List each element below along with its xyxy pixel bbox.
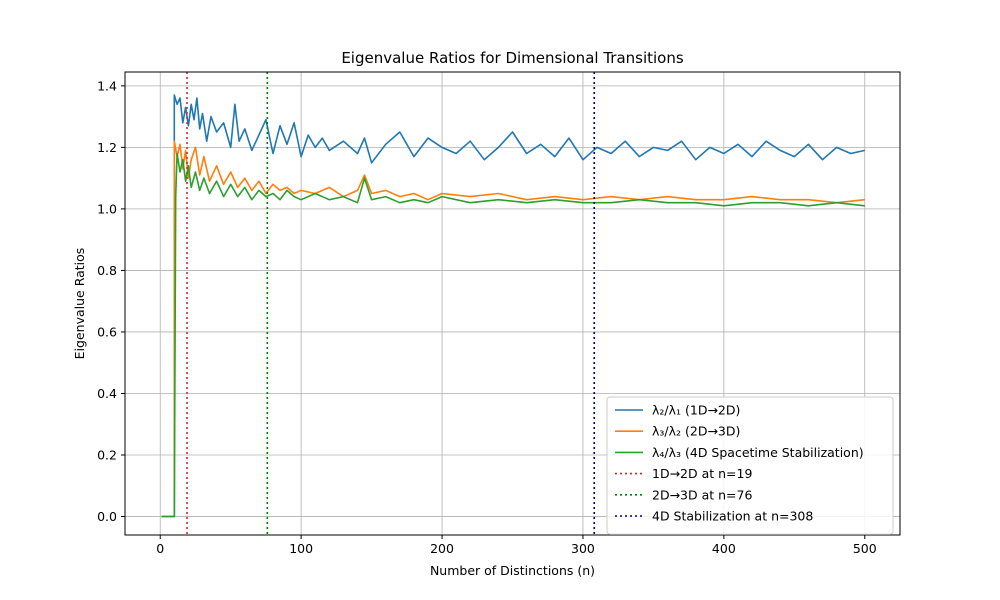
- chart-title: Eigenvalue Ratios for Dimensional Transi…: [341, 49, 684, 67]
- x-tick-label: 100: [289, 541, 313, 556]
- y-tick-label: 0.6: [97, 324, 117, 339]
- legend-label: 4D Stabilization at n=308: [652, 509, 813, 524]
- legend-label: 1D→2D at n=19: [652, 466, 752, 481]
- y-tick-label: 0.4: [97, 386, 117, 401]
- legend-label: 2D→3D at n=76: [652, 487, 752, 502]
- x-tick-label: 500: [853, 541, 877, 556]
- series-line-3: [161, 152, 865, 518]
- y-tick-label: 0.0: [97, 509, 117, 524]
- ticks: 0 100 200 300 400 500 0.0 0.2 0.4 0.6 0.8 1.0 1.2 1.4: [97, 78, 877, 556]
- grid: [125, 72, 900, 535]
- y-tick-label: 1.2: [97, 140, 117, 155]
- x-tick-label: 0: [156, 541, 164, 556]
- plot-frame: [124, 71, 901, 536]
- y-tick-label: 1.4: [97, 78, 117, 93]
- vertical-markers: [186, 72, 596, 535]
- y-tick-label: 0.8: [97, 263, 117, 278]
- x-axis-label: Number of Distinctions (n): [430, 563, 595, 578]
- legend-label: λ₄/λ₃ (4D Spacetime Stabilization): [652, 445, 864, 460]
- series-lines: [161, 94, 865, 518]
- y-tick-label: 0.2: [97, 448, 117, 463]
- x-tick-label: 300: [571, 541, 595, 556]
- x-tick-label: 200: [430, 541, 454, 556]
- series-line-2: [161, 140, 865, 518]
- legend-label: λ₃/λ₂ (2D→3D): [652, 424, 740, 439]
- y-axis-label: Eigenvalue Ratios: [72, 248, 87, 360]
- x-tick-label: 400: [712, 541, 736, 556]
- legend: λ₂/λ₁ (1D→2D) λ₃/λ₂ (2D→3D) λ₄/λ₃ (4D Spac…: [606, 396, 894, 535]
- legend-box: [606, 396, 894, 535]
- legend-label: λ₂/λ₁ (1D→2D): [652, 403, 740, 418]
- series-line-1: [161, 94, 865, 518]
- y-tick-label: 1.0: [97, 201, 117, 216]
